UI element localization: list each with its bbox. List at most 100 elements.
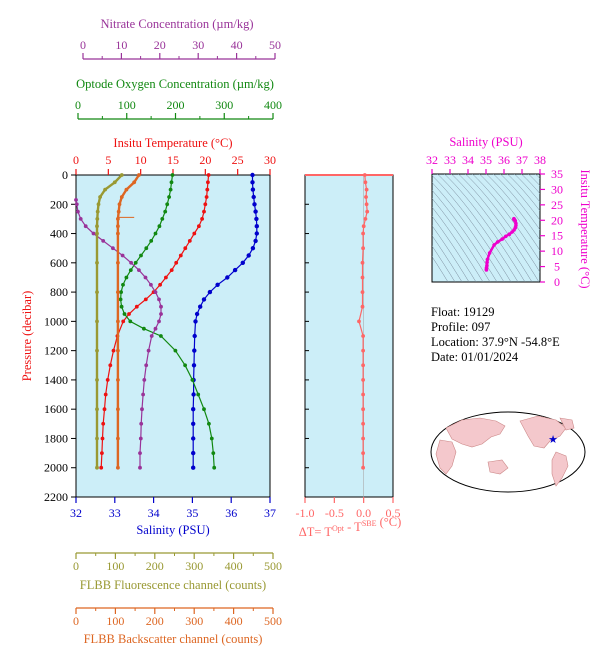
ts-salinity-tick-label: 32 bbox=[426, 153, 438, 167]
nitrate-point bbox=[74, 198, 78, 202]
oxygen-point bbox=[153, 231, 158, 236]
fluorescence-point bbox=[95, 260, 99, 265]
pressure-tick-label: 1000 bbox=[44, 314, 68, 328]
temperature-point bbox=[203, 202, 208, 207]
nitrate-tick-label: 20 bbox=[154, 38, 166, 52]
temperature-point bbox=[108, 363, 113, 368]
fluorescence-point bbox=[95, 224, 99, 229]
nitrate-point bbox=[138, 465, 142, 470]
fluorescence-point bbox=[95, 436, 99, 441]
delta-point bbox=[361, 231, 365, 236]
oxygen-point bbox=[196, 392, 201, 397]
nitrate-point bbox=[120, 253, 125, 258]
ts-density-contour bbox=[493, 174, 540, 231]
oxygen-point bbox=[167, 195, 172, 199]
salinity-point bbox=[191, 421, 196, 426]
salinity-point bbox=[225, 275, 230, 280]
delta-point bbox=[360, 275, 365, 280]
salinity-point bbox=[253, 209, 258, 214]
salinity-tick-label: 37 bbox=[264, 506, 276, 520]
pressure-tick-label: 2000 bbox=[44, 461, 68, 475]
fluorescence-axis: 0 100 200 300 400 500 bbox=[73, 552, 282, 573]
nitrate-tick-label: 40 bbox=[231, 38, 243, 52]
delta-point bbox=[361, 363, 365, 368]
salinity-axis-title: Salinity (PSU) bbox=[136, 523, 209, 537]
salinity-tick-label: 33 bbox=[109, 506, 121, 520]
nitrate-point bbox=[159, 304, 163, 309]
ts-salinity-tick-label: 36 bbox=[498, 153, 510, 167]
salinity-point bbox=[250, 187, 256, 192]
salinity-point bbox=[254, 216, 259, 222]
delta-point bbox=[361, 224, 366, 229]
salinity-point bbox=[251, 194, 256, 200]
backscatter-tick-label: 100 bbox=[106, 614, 124, 628]
landmass-australia bbox=[487, 459, 509, 475]
pressure-tick-label: 1600 bbox=[44, 402, 68, 416]
oxygen-point bbox=[118, 297, 123, 302]
temperature-point bbox=[134, 304, 139, 309]
oxygen-point bbox=[207, 421, 211, 426]
fluorescence-point bbox=[95, 209, 100, 214]
backscatter-point bbox=[116, 224, 120, 229]
ts-temperature-tick-label: 15 bbox=[551, 229, 563, 243]
delta-tick-label: -1.0 bbox=[296, 506, 315, 520]
backscatter-point bbox=[116, 319, 120, 324]
temperature-tick-label: 25 bbox=[232, 153, 244, 167]
nitrate-point bbox=[91, 231, 96, 236]
ts-density-contour bbox=[432, 206, 484, 282]
delta-point bbox=[363, 217, 368, 221]
oxygen-point bbox=[168, 187, 173, 192]
nitrate-point bbox=[83, 224, 88, 229]
temperature-point bbox=[101, 421, 106, 426]
oxygen-point bbox=[209, 436, 214, 441]
info-date: Date: 01/01/2024 bbox=[431, 350, 519, 364]
temperature-point bbox=[111, 348, 116, 353]
delta-point bbox=[361, 334, 365, 338]
salinity-point bbox=[250, 246, 256, 251]
backscatter-axis-title: FLBB Backscatter channel (counts) bbox=[84, 632, 263, 646]
temperature-point bbox=[164, 275, 168, 280]
delta-point bbox=[361, 392, 365, 397]
nitrate-point bbox=[139, 421, 144, 426]
oxygen-point bbox=[190, 378, 195, 382]
ts-salinity-tick-label: 33 bbox=[444, 153, 456, 167]
pressure-tick-label: 800 bbox=[50, 285, 68, 299]
salinity-point bbox=[191, 465, 196, 470]
fluorescence-point bbox=[98, 195, 102, 199]
nitrate-point bbox=[157, 297, 161, 302]
pressure-tick-label: 1800 bbox=[44, 431, 68, 445]
pressure-tick-label: 0 bbox=[62, 168, 68, 182]
delta-point bbox=[363, 180, 368, 185]
pressure-tick-label: 1400 bbox=[44, 373, 68, 387]
backscatter-point bbox=[117, 202, 122, 207]
oxygen-point bbox=[160, 217, 165, 221]
nitrate-point bbox=[144, 363, 149, 368]
backscatter-point bbox=[116, 290, 120, 294]
oxygen-point bbox=[212, 465, 217, 470]
ts-density-contour bbox=[514, 174, 540, 203]
temperature-point bbox=[200, 217, 205, 221]
backscatter-tick-label: 0 bbox=[73, 614, 79, 628]
oxygen-point bbox=[122, 312, 127, 316]
oxygen-tick-label: 400 bbox=[264, 98, 282, 112]
oxygen-tick-label: 200 bbox=[167, 98, 185, 112]
pressure-tick-label: 600 bbox=[50, 256, 68, 270]
oxygen-point bbox=[121, 282, 125, 287]
oxygen-point bbox=[170, 173, 175, 177]
delta-point bbox=[361, 451, 365, 455]
nitrate-point bbox=[138, 451, 142, 455]
nitrate-point bbox=[140, 407, 144, 412]
temperature-point bbox=[103, 392, 108, 397]
temperature-point bbox=[192, 231, 197, 236]
oxygen-point bbox=[169, 180, 174, 185]
backscatter-point bbox=[116, 436, 120, 441]
nitrate-axis-title: Nitrate Concentration (µm/kg) bbox=[101, 17, 254, 31]
fluorescence-tick-label: 300 bbox=[185, 559, 203, 573]
ts-temperature-tick-label: 35 bbox=[551, 167, 563, 181]
ts-temperature-tick-label: 30 bbox=[551, 182, 563, 196]
salinity-tick-label: 32 bbox=[70, 506, 82, 520]
nitrate-point bbox=[153, 290, 158, 294]
salinity-point bbox=[192, 348, 197, 353]
